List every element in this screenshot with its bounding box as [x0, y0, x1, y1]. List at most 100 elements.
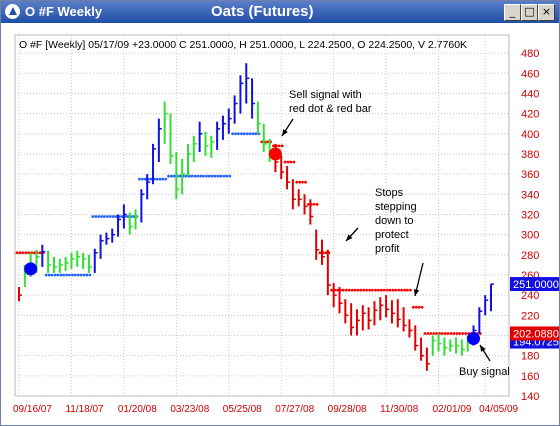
y-tick-label: 180 [521, 351, 539, 363]
sell-signal-note: Sell signal with [289, 89, 362, 101]
sell-signal-note: red dot & red bar [289, 103, 372, 115]
stop-dot [62, 273, 66, 277]
chart-title: Oats (Futures) [211, 3, 314, 20]
stop-dot [461, 332, 465, 335]
stop-dot [213, 174, 217, 178]
stops-arrow-1-head [346, 234, 353, 241]
stop-dot [71, 273, 74, 277]
buy-signal-dot [24, 262, 38, 276]
stop-dot [132, 215, 135, 218]
stop-dot [240, 132, 243, 136]
stop-dot [429, 332, 433, 335]
title-bar[interactable]: O #F Weekly Oats (Futures) _ □ × [1, 1, 559, 23]
sell-arrow-head [282, 129, 288, 136]
stop-dot [406, 288, 409, 292]
y-tick-label: 480 [521, 48, 539, 60]
stop-dot [411, 305, 415, 309]
stop-dot [371, 288, 374, 292]
stops-arrow-2-head [413, 289, 420, 296]
stop-dot [161, 177, 165, 181]
stops-note: Stops [375, 187, 404, 199]
stop-dots [15, 132, 482, 335]
x-tick-label: 05/25/08 [223, 404, 262, 415]
chart-grid [14, 34, 510, 397]
stop-dot [414, 305, 418, 309]
x-axis: 09/16/07 11/18/07 01/20/08 03/23/08 05/25/08… [13, 404, 519, 415]
stop-dot [248, 132, 252, 136]
last-price-badge [510, 277, 559, 292]
stop-dot [216, 174, 220, 178]
stop-dot [353, 288, 357, 292]
price-chart[interactable]: 1401601802002202402602803003203403603804… [1, 23, 559, 423]
stop-dot [202, 174, 205, 178]
stop-dot [242, 132, 246, 136]
stop-dot [397, 288, 401, 292]
stop-dot [205, 174, 208, 178]
stop-dot [53, 273, 57, 277]
stop-dot [336, 288, 339, 292]
stop-dot [344, 288, 348, 292]
stop-dot [452, 332, 456, 335]
y-tick-label: 420 [521, 109, 539, 121]
stop-dot [155, 177, 159, 181]
signal-dots [24, 147, 481, 346]
stop-dot [73, 273, 77, 277]
y-tick-label: 380 [521, 149, 539, 161]
y-tick-label: 440 [521, 88, 539, 100]
stop-dot [289, 160, 293, 164]
stop-dot [237, 132, 240, 136]
stop-dot [82, 273, 86, 277]
stop-dot [271, 144, 275, 148]
y-tick-label: 220 [521, 310, 539, 322]
x-tick-label: 09/28/08 [328, 404, 367, 415]
y-tick-label: 160 [521, 371, 539, 383]
stop-dot [394, 288, 398, 292]
stop-dot [111, 215, 115, 218]
stop-dot [295, 180, 299, 184]
stop-dot [449, 332, 453, 335]
stop-dot [286, 160, 290, 164]
stop-dot [388, 288, 392, 292]
stop-dot [400, 288, 403, 292]
stop-dot [443, 332, 447, 335]
annotations: Sell signal with red dot & red bar Stops st… [281, 89, 510, 378]
stop-dot [280, 144, 284, 148]
buy-arrow-head [480, 345, 486, 352]
stop-dot [59, 273, 63, 277]
buy-signal-dot [467, 332, 481, 346]
maximize-button[interactable]: □ [521, 4, 538, 21]
stop-dot [464, 332, 468, 335]
app-icon[interactable] [5, 4, 20, 19]
y-tick-label: 360 [521, 169, 539, 181]
x-tick-label: 07/27/08 [275, 404, 314, 415]
stop-dot [245, 132, 249, 136]
stop-dot [446, 332, 450, 335]
stop-dot [292, 160, 296, 164]
stop-dot [85, 273, 89, 277]
stop-dot [347, 288, 351, 292]
stop-dot [172, 174, 176, 178]
stop-dot [33, 251, 36, 255]
stop-dot [149, 177, 153, 181]
stop-dot [440, 332, 444, 335]
stop-dot [231, 132, 235, 136]
y-tick-label: 240 [521, 290, 539, 302]
y-tick-label: 400 [521, 129, 539, 141]
stop-dot [97, 215, 100, 218]
y-axis: 1401601802002202402602803003203403603804… [521, 48, 539, 403]
stop-dot [385, 288, 389, 292]
stop-dot [76, 273, 80, 277]
stop-dot [210, 174, 214, 178]
stop-dot [65, 273, 69, 277]
stop-dot [350, 288, 354, 292]
stop-dot [108, 215, 112, 218]
close-button[interactable]: × [538, 4, 555, 21]
stop-dot [318, 251, 322, 255]
price-bars [18, 63, 494, 371]
x-tick-label: 11/18/07 [65, 404, 104, 415]
y-tick-label: 460 [521, 68, 539, 80]
minimize-button[interactable]: _ [504, 4, 521, 21]
stop-dot [106, 215, 109, 218]
